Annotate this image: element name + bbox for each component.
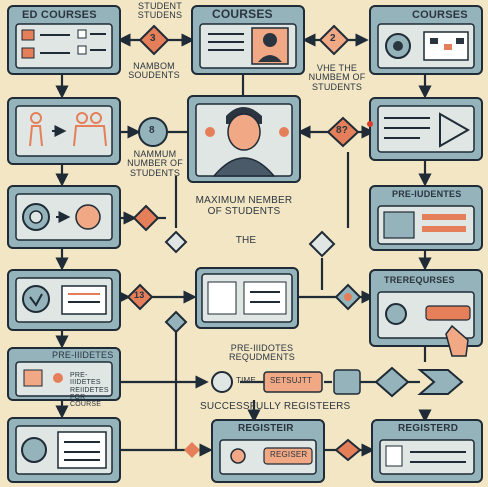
- top-right-title: COURSES: [412, 9, 468, 21]
- top-center-title: COURSES: [212, 7, 273, 21]
- num-2-label: 2: [330, 33, 336, 44]
- decision-nodes: [126, 24, 464, 462]
- num-8-label: 8: [149, 125, 155, 136]
- box-bottom-right: [371, 419, 483, 483]
- pre-iidotes-requirements-label: PRE-IIIDOTES REQUDMENTS: [228, 343, 295, 363]
- box-top-left: [7, 5, 121, 75]
- num-8q-label: 8?: [336, 125, 349, 136]
- bottom-left-title: PRE-IIIDETES: [52, 350, 114, 360]
- top-left-title: ED COURSES: [22, 9, 97, 21]
- vhe-the-number-label: VHE THE NUMBEM OF STUDENTS: [308, 63, 366, 92]
- student-studens-label: STUDENT STUDENS: [137, 1, 183, 21]
- box-row4-left: [7, 269, 121, 331]
- box-bottom-center: [211, 419, 325, 483]
- box-row2-right: [369, 97, 483, 161]
- box-bottom-left: [7, 417, 121, 483]
- tre-right-title: TREREQURSES: [384, 275, 455, 285]
- box-row3-right: [369, 185, 483, 251]
- box-portrait: [187, 95, 301, 183]
- pre-right-title: PRE-IUDENTES: [392, 189, 462, 199]
- bottom-center-title: REGISTEIR: [238, 423, 294, 434]
- the-label: THE: [235, 235, 257, 246]
- box-center-form: [195, 267, 299, 329]
- box-bottom-left-info: [7, 347, 121, 401]
- time-pill: TIME: [236, 376, 256, 385]
- nambom-soudents-label: NAMBOM SOUDENTS: [128, 61, 180, 81]
- box-row4-right: [369, 269, 483, 357]
- box-top-center: [191, 5, 305, 75]
- nammum-number-label: NAMMUM NUMBER OF STUDENTS: [127, 149, 183, 178]
- box-row2-left: [7, 97, 121, 165]
- num-3-label: 3: [150, 33, 156, 44]
- box-top-right: [369, 5, 483, 75]
- maximum-number-label: MAXIMUM NEMBER OF STUDENTS: [195, 195, 293, 217]
- num-13-label: 13: [134, 290, 145, 300]
- successfully-registers-label: SUCCESSFULLY REGISTEERS: [200, 401, 351, 412]
- bottom-left-sub: PRE-IIIDETES REIIDETES FOR COURSE: [70, 372, 109, 409]
- box-row3-left: [7, 185, 121, 249]
- bottom-right-title: REGISTERD: [398, 423, 459, 434]
- setsubjtt-pill: SETSUJTT: [270, 376, 313, 385]
- bottom-center-button[interactable]: REGISER: [270, 450, 308, 459]
